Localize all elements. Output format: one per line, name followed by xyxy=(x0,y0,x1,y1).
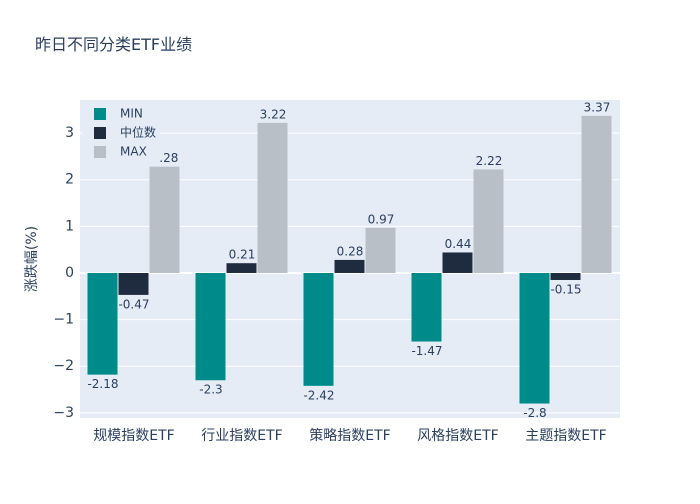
y-tick-label: 1 xyxy=(65,218,74,234)
bar xyxy=(257,122,288,273)
y-tick-label: 2 xyxy=(65,172,74,188)
bar xyxy=(303,272,334,386)
bar xyxy=(519,272,550,404)
y-tick-label: −2 xyxy=(53,358,74,374)
legend: MIN 中位数 MAX xyxy=(82,102,160,162)
data-label: -2.8 xyxy=(523,406,546,420)
data-label: 0.21 xyxy=(229,248,256,262)
legend-swatch xyxy=(94,127,106,139)
y-tick-label: 0 xyxy=(65,265,74,281)
bar xyxy=(442,252,473,273)
y-tick-label: −1 xyxy=(53,312,74,328)
data-label: -2.42 xyxy=(303,388,334,402)
data-label: -2.3 xyxy=(199,383,222,397)
bar xyxy=(365,227,396,273)
bar xyxy=(149,166,180,273)
legend-swatch xyxy=(94,108,106,120)
data-label: -0.47 xyxy=(118,297,149,311)
legend-label: 中位数 xyxy=(120,125,156,140)
data-label: 3.22 xyxy=(260,107,287,121)
data-label: -0.15 xyxy=(550,282,581,296)
data-label: 3.37 xyxy=(584,100,611,114)
chart-title: 昨日不同分类ETF业绩 xyxy=(35,35,192,54)
bar xyxy=(87,272,118,375)
bar xyxy=(550,272,581,280)
bar xyxy=(226,263,257,273)
data-label: 0.44 xyxy=(445,237,472,251)
legend-label: MIN xyxy=(120,107,143,121)
legend-swatch xyxy=(94,146,106,158)
x-tick-label: 风格指数ETF xyxy=(417,428,498,444)
x-tick-label: 行业指数ETF xyxy=(201,428,282,444)
y-axis-label: 涨跌幅(%) xyxy=(24,226,40,292)
bar xyxy=(581,115,612,273)
data-label: -1.47 xyxy=(411,344,442,358)
data-label: 2.22 xyxy=(476,154,503,168)
data-label: -2.18 xyxy=(87,377,118,391)
x-tick-label: 主题指数ETF xyxy=(525,428,606,444)
y-tick-label: −3 xyxy=(53,405,74,421)
legend-label: MAX xyxy=(120,145,147,159)
bar xyxy=(411,272,442,342)
x-tick-label: 策略指数ETF xyxy=(309,427,390,444)
bar xyxy=(118,272,149,295)
bar xyxy=(334,259,365,273)
bar xyxy=(473,169,504,273)
data-label: 0.97 xyxy=(368,212,395,226)
data-label: 0.28 xyxy=(337,244,364,258)
bar xyxy=(195,272,226,381)
y-tick-label: 3 xyxy=(65,125,74,141)
x-tick-label: 规模指数ETF xyxy=(93,428,174,444)
